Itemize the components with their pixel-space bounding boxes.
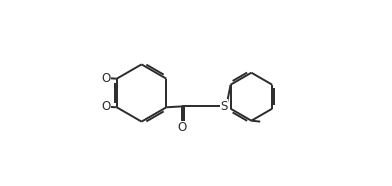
Text: O: O (101, 72, 110, 85)
Text: O: O (101, 100, 110, 113)
Text: O: O (178, 121, 187, 134)
Text: S: S (220, 100, 228, 113)
